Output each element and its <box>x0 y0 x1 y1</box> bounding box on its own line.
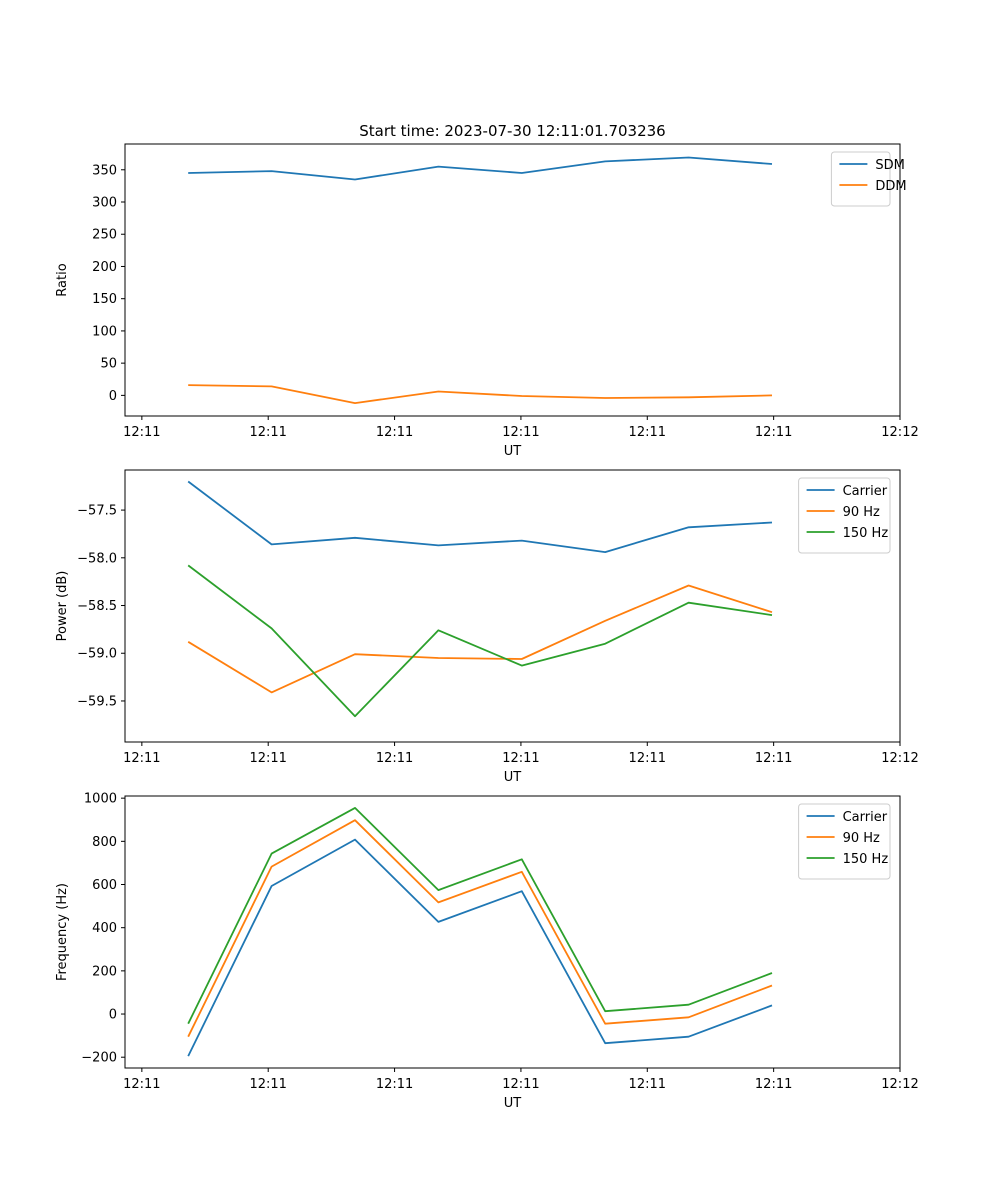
y-tick-label: −58.5 <box>77 599 117 614</box>
series-line-carrier <box>187 480 773 553</box>
x-tick-label: 12:11 <box>123 751 160 766</box>
legend-box <box>798 803 891 880</box>
y-tick-label: 100 <box>92 324 117 339</box>
legend: SDM DDM <box>830 151 907 207</box>
legend-label: 150 Hz <box>843 852 889 867</box>
legend-label: Carrier <box>843 810 888 825</box>
x-tick-label: 12:11 <box>755 751 792 766</box>
x-tick-label: 12:11 <box>502 1077 539 1092</box>
x-tick-label: 12:11 <box>755 1077 792 1092</box>
legend-label: 90 Hz <box>843 831 880 846</box>
series-line-150-hz <box>187 564 773 718</box>
legend-label: 150 Hz <box>843 526 889 541</box>
legend-label: Carrier <box>843 484 888 499</box>
y-tick-label: 0 <box>109 389 117 404</box>
series-line-90-hz <box>187 584 773 694</box>
legend-box <box>830 151 891 207</box>
plot-area <box>124 795 901 1069</box>
y-tick-label: 1000 <box>84 792 117 807</box>
subplot-3: 12:11 12:11 12:11 12:11 12:11 12:11 12:12 −200 0… <box>55 792 919 1111</box>
legend: Carrier 90 Hz 150 Hz <box>798 477 891 554</box>
y-tick-label: 600 <box>92 878 117 893</box>
legend-label: DDM <box>875 179 906 194</box>
subplots: 12:11 12:11 12:11 12:11 12:11 12:11 12:12 0 50 10… <box>55 143 919 1111</box>
x-tick-label: 12:11 <box>123 425 160 440</box>
x-tick-label: 12:11 <box>629 425 666 440</box>
x-tick-label: 12:11 <box>502 751 539 766</box>
y-tick-label: 800 <box>92 835 117 850</box>
legend: Carrier 90 Hz 150 Hz <box>798 803 891 880</box>
series-line-sdm <box>188 156 773 181</box>
y-tick-label: 200 <box>92 964 117 979</box>
x-tick-label: 12:12 <box>881 751 918 766</box>
x-tick-label: 12:11 <box>249 1077 286 1092</box>
legend-box <box>798 477 891 554</box>
series-line-90-hz <box>187 819 773 1038</box>
y-tick-label: 150 <box>92 292 117 307</box>
x-tick-label: 12:11 <box>629 1077 666 1092</box>
x-tick-label: 12:12 <box>881 1077 918 1092</box>
x-axis-label: UT <box>504 1096 522 1111</box>
figure-title: Start time: 2023-07-30 12:11:01.703236 <box>359 122 665 140</box>
x-tick-label: 12:11 <box>629 751 666 766</box>
subplot-2: 12:11 12:11 12:11 12:11 12:11 12:11 12:12 −59.5… <box>55 469 919 785</box>
subplot-1: 12:11 12:11 12:11 12:11 12:11 12:11 12:12 0 50 10… <box>55 143 919 459</box>
x-axis-label: UT <box>504 770 522 785</box>
y-tick-label: −200 <box>81 1051 117 1066</box>
x-tick-label: 12:11 <box>249 425 286 440</box>
series-line-150-hz <box>187 807 773 1025</box>
y-tick-label: 50 <box>100 357 117 372</box>
y-axis-label: Power (dB) <box>55 571 70 642</box>
x-tick-label: 12:11 <box>502 425 539 440</box>
x-tick-label: 12:11 <box>123 1077 160 1092</box>
y-tick-label: −59.0 <box>77 647 117 662</box>
plot-area <box>124 143 901 417</box>
y-axis-label: Ratio <box>55 263 70 296</box>
x-tick-label: 12:12 <box>881 425 918 440</box>
y-tick-label: 250 <box>92 228 117 243</box>
x-tick-label: 12:11 <box>376 1077 413 1092</box>
x-tick-label: 12:11 <box>376 751 413 766</box>
plot-area <box>124 469 901 743</box>
y-axis-label: Frequency (Hz) <box>55 883 70 981</box>
y-tick-label: −58.0 <box>77 551 117 566</box>
y-tick-label: 200 <box>92 260 117 275</box>
series-line-carrier <box>187 838 773 1057</box>
legend-label: SDM <box>875 158 904 173</box>
x-tick-label: 12:11 <box>755 425 792 440</box>
series-line-ddm <box>188 384 773 405</box>
x-axis-label: UT <box>504 444 522 459</box>
y-tick-label: 400 <box>92 921 117 936</box>
y-tick-label: 0 <box>109 1008 117 1023</box>
y-tick-label: 300 <box>92 196 117 211</box>
x-tick-label: 12:11 <box>249 751 286 766</box>
x-tick-label: 12:11 <box>376 425 413 440</box>
y-tick-label: −57.5 <box>77 504 117 519</box>
y-tick-label: 350 <box>92 163 117 178</box>
y-tick-label: −59.5 <box>77 694 117 709</box>
legend-label: 90 Hz <box>843 505 880 520</box>
